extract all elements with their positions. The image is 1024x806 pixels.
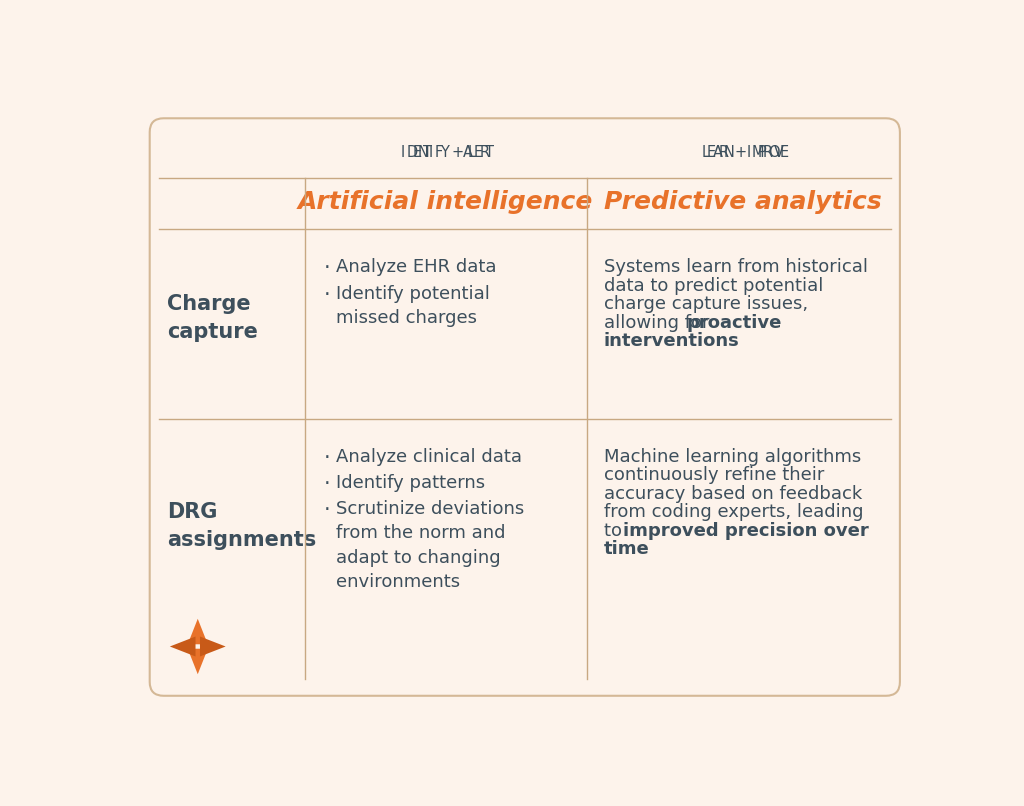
Text: Analyze EHR data: Analyze EHR data [336, 259, 497, 276]
Text: R: R [718, 145, 728, 160]
Polygon shape [170, 637, 196, 656]
Text: Identify patterns: Identify patterns [336, 474, 484, 492]
Text: F: F [434, 145, 442, 160]
Text: time: time [604, 540, 649, 559]
Text: I: I [429, 145, 433, 160]
Text: E: E [779, 145, 788, 160]
Text: ·: · [324, 474, 330, 494]
Text: allowing for: allowing for [604, 314, 715, 332]
Text: E: E [413, 145, 422, 160]
Polygon shape [187, 619, 208, 644]
Text: E: E [708, 145, 716, 160]
Text: interventions: interventions [604, 332, 739, 351]
Text: from coding experts, leading: from coding experts, leading [604, 503, 863, 521]
Polygon shape [200, 637, 225, 656]
Text: L: L [701, 145, 710, 160]
Text: Scrutinize deviations
from the norm and
adapt to changing
environments: Scrutinize deviations from the norm and … [336, 501, 524, 591]
Text: Charge
capture: Charge capture [167, 293, 258, 342]
Text: O: O [768, 145, 780, 160]
Text: proactive: proactive [686, 314, 781, 332]
Text: data to predict potential: data to predict potential [604, 277, 823, 295]
Text: ·: · [324, 285, 330, 305]
Text: DRG
assignments: DRG assignments [167, 501, 316, 550]
Text: N: N [724, 145, 734, 160]
Text: D: D [407, 145, 418, 160]
Text: L: L [468, 145, 476, 160]
Text: continuously refine their: continuously refine their [604, 467, 824, 484]
Text: I: I [401, 145, 406, 160]
Text: N: N [418, 145, 429, 160]
Text: +: + [735, 145, 748, 160]
Text: Systems learn from historical: Systems learn from historical [604, 259, 868, 276]
Text: R: R [479, 145, 489, 160]
Text: T: T [424, 145, 432, 160]
Text: improved precision over: improved precision over [623, 521, 868, 540]
Text: ·: · [324, 501, 330, 520]
Text: Artificial intelligence: Artificial intelligence [298, 190, 594, 214]
Text: P: P [758, 145, 766, 160]
Text: E: E [474, 145, 482, 160]
Text: charge capture issues,: charge capture issues, [604, 295, 808, 314]
Text: to: to [604, 521, 628, 540]
Text: R: R [763, 145, 773, 160]
Text: +: + [452, 145, 464, 160]
Text: Y: Y [440, 145, 450, 160]
Text: ·: · [324, 259, 330, 278]
Text: ·: · [324, 448, 330, 467]
FancyBboxPatch shape [150, 118, 900, 696]
Text: Machine learning algorithms: Machine learning algorithms [604, 448, 861, 466]
Text: A: A [463, 145, 472, 160]
Text: M: M [752, 145, 764, 160]
Text: Identify potential
missed charges: Identify potential missed charges [336, 285, 489, 327]
Polygon shape [187, 649, 208, 675]
Text: accuracy based on feedback: accuracy based on feedback [604, 484, 862, 503]
Text: Analyze clinical data: Analyze clinical data [336, 448, 521, 466]
Text: A: A [713, 145, 723, 160]
Text: I: I [746, 145, 751, 160]
Text: T: T [484, 145, 494, 160]
Text: V: V [774, 145, 784, 160]
Text: Predictive analytics: Predictive analytics [604, 190, 883, 214]
